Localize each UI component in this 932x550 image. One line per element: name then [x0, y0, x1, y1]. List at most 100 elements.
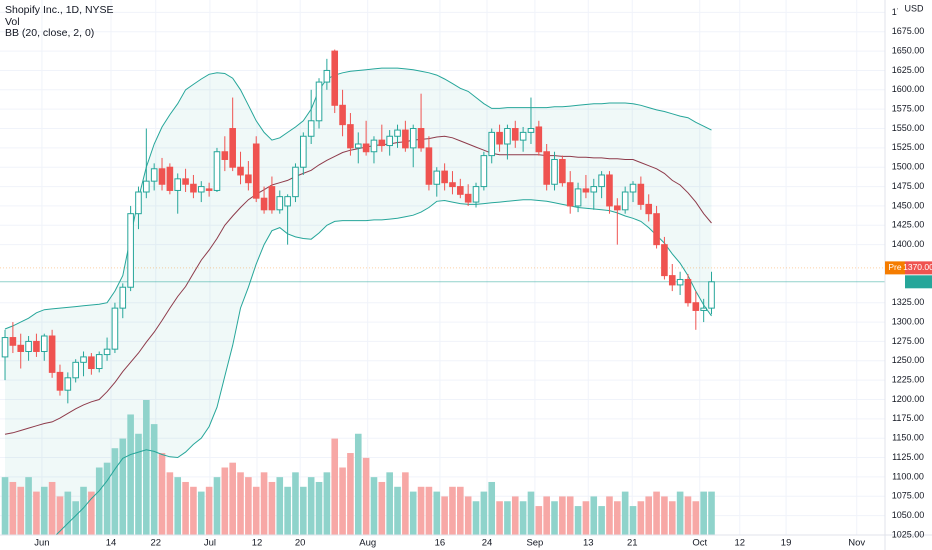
chart-title: Shopify Inc., 1D, NYSE — [5, 4, 114, 16]
y-tick-label: 1475.00 — [892, 181, 925, 191]
candle-body — [692, 302, 700, 311]
y-tick-label: 1675.00 — [892, 26, 925, 36]
volume-bar — [449, 486, 456, 535]
volume-bar — [504, 501, 511, 535]
volume-bar — [574, 506, 582, 535]
candle-body — [331, 50, 339, 106]
x-tick-label: 13 — [583, 538, 594, 549]
volume-bar — [433, 491, 441, 535]
volume-bar — [354, 433, 362, 535]
x-tick-label: 14 — [106, 538, 117, 549]
candle-body — [653, 213, 660, 246]
candle-body — [64, 377, 72, 391]
volume-bar — [17, 486, 25, 535]
x-tick-label: 12 — [252, 538, 263, 549]
x-tick-label: 12 — [734, 538, 745, 549]
volume-bar — [307, 477, 315, 535]
volume-bar — [425, 486, 433, 535]
volume-bar — [127, 414, 134, 535]
volume-bar — [645, 496, 653, 535]
pre-market-price-box — [905, 261, 932, 275]
volume-bar — [559, 496, 566, 535]
y-tick-label: 1575.00 — [892, 104, 925, 114]
candle-body — [566, 182, 574, 207]
y-tick-label: 1125.00 — [892, 452, 924, 462]
candle-body — [417, 128, 425, 149]
candle-body — [150, 168, 158, 182]
volume-bar — [9, 481, 17, 535]
candle-body — [158, 168, 166, 185]
volume-bar — [551, 501, 558, 535]
candle-body — [213, 151, 221, 191]
candle-body — [621, 191, 629, 211]
volume-bar — [472, 501, 480, 535]
volume-bar — [708, 491, 715, 535]
volume-bar — [25, 477, 32, 535]
y-tick-label: 1050.00 — [892, 510, 925, 520]
candle-body — [441, 170, 448, 184]
candle-body — [48, 335, 56, 373]
volume-bar — [606, 496, 613, 535]
volume-bar — [237, 472, 244, 535]
volume-bar — [535, 506, 543, 535]
candle-body — [472, 186, 480, 203]
x-tick-label: 22 — [150, 538, 161, 549]
volume-bar — [174, 477, 182, 535]
y-tick-label: 1275.00 — [892, 336, 925, 346]
candle-body — [119, 286, 127, 309]
candle-body — [496, 131, 503, 145]
candle-body — [614, 205, 621, 211]
candle-body — [315, 81, 323, 122]
candle-body — [409, 128, 417, 149]
candle-body — [72, 361, 79, 379]
candle-body — [323, 69, 331, 83]
volume-bar — [80, 486, 87, 535]
candle-body — [339, 104, 346, 126]
candle-body — [347, 124, 354, 149]
candle-body — [135, 191, 142, 215]
y-tick-label: 1400.00 — [892, 239, 925, 249]
candle-body — [245, 174, 252, 184]
candle-body — [237, 166, 244, 176]
volume-bar — [190, 486, 197, 535]
volume-bar — [378, 481, 386, 535]
candle-body — [197, 186, 205, 193]
candle-body — [205, 188, 213, 191]
x-tick-label: 16 — [435, 538, 446, 549]
volume-bar — [135, 433, 142, 535]
candle-body — [708, 281, 715, 309]
candle-body — [354, 143, 362, 149]
volume-bar — [661, 496, 668, 535]
volume-bar — [111, 448, 119, 535]
indicator-label: BB (20, close, 2, 0) — [5, 27, 94, 39]
volume-bar — [637, 501, 645, 535]
volume-bar — [692, 501, 700, 535]
candle-body — [629, 183, 637, 193]
candle-body — [449, 182, 456, 188]
candle-body — [127, 213, 134, 288]
candle-body — [182, 178, 189, 185]
candle-body — [40, 335, 48, 352]
volume-bar — [48, 481, 56, 535]
candle-body — [606, 174, 613, 207]
pre-market-tag-label: Pre — [888, 262, 902, 272]
candle-body — [56, 371, 64, 391]
volume-bar — [347, 453, 354, 535]
y-tick-label: 1600.00 — [892, 84, 925, 94]
candle-body — [190, 183, 197, 193]
candle-body — [9, 337, 17, 346]
volume-bar — [590, 496, 598, 535]
x-tick-label: Oct — [692, 538, 707, 549]
last-price-box — [905, 275, 932, 289]
candle-body — [582, 188, 590, 193]
indicator-label: Vol — [5, 16, 20, 28]
candle-body — [143, 180, 150, 193]
candle-body — [488, 131, 496, 157]
volume-bar — [260, 472, 268, 535]
candle-body — [700, 307, 707, 311]
volume-bar — [95, 467, 103, 535]
candle-body — [221, 151, 229, 160]
volume-bar — [598, 506, 605, 535]
volume-bar — [268, 481, 276, 535]
